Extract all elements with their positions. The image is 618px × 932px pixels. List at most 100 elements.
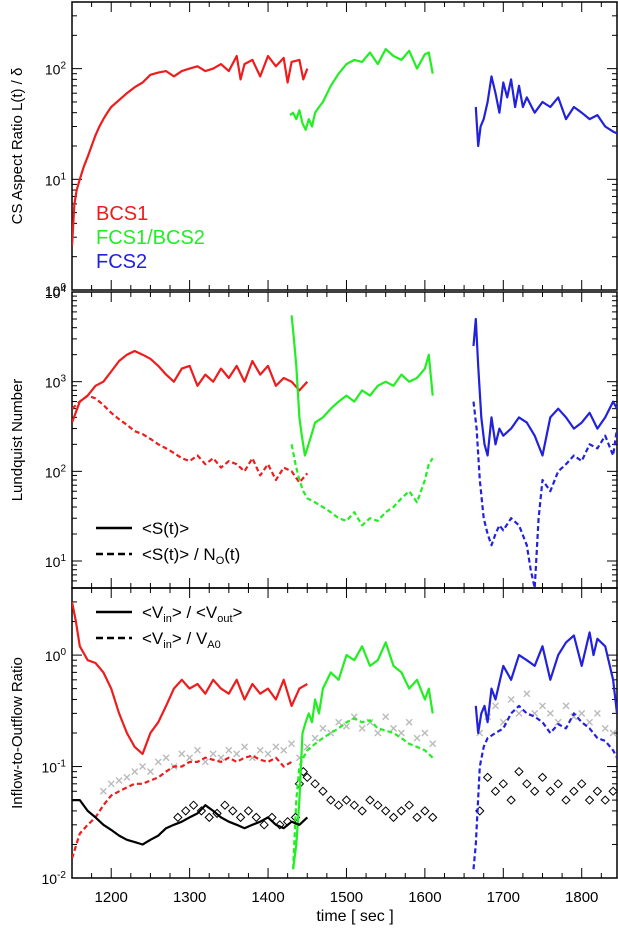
data-point <box>154 758 162 766</box>
series-line <box>292 717 434 870</box>
y-tick-label: 102 <box>45 61 67 78</box>
y-tick-label: 103 <box>45 374 67 391</box>
data-point <box>188 800 199 810</box>
data-point <box>243 806 254 816</box>
y-axis-label: Lundquist Number <box>9 379 26 502</box>
data-point <box>388 812 399 823</box>
data-point <box>357 806 367 816</box>
data-point <box>228 806 238 816</box>
series-line <box>72 394 309 484</box>
data-point <box>562 702 570 710</box>
legend-entry: FCS1/BCS2 <box>96 227 205 249</box>
data-point <box>584 795 595 805</box>
y-tick-label: 10-1 <box>42 759 67 776</box>
series-line <box>472 317 617 457</box>
y-tick-label: 101 <box>45 553 67 570</box>
data-point <box>529 786 540 796</box>
legend-label: <Vin> / VA0 <box>142 629 221 651</box>
data-point <box>123 773 131 781</box>
y-tick-label: 104 <box>45 284 67 301</box>
series-line <box>290 444 434 527</box>
data-point <box>586 718 594 726</box>
data-point <box>251 812 261 823</box>
data-point <box>178 750 186 758</box>
series-line <box>72 601 308 756</box>
series-line <box>474 75 617 148</box>
data-point <box>146 768 154 776</box>
y-tick-label: 102 <box>45 463 67 480</box>
data-point <box>413 734 421 742</box>
data-point <box>514 766 524 777</box>
data-point <box>335 718 343 726</box>
y-tick-label: 101 <box>45 171 67 188</box>
data-point <box>204 812 214 823</box>
data-point <box>358 724 366 732</box>
series-line <box>72 349 309 423</box>
data-point <box>380 806 391 816</box>
data-point <box>412 812 422 823</box>
data-point <box>280 746 288 754</box>
data-point <box>396 806 407 816</box>
series-line <box>289 47 434 131</box>
data-point <box>193 746 201 754</box>
data-point <box>288 740 296 748</box>
data-point <box>390 724 398 732</box>
series-line <box>474 631 617 735</box>
data-point <box>131 768 139 776</box>
data-point <box>601 724 609 732</box>
x-axis-label: time [ sec ] <box>316 908 393 925</box>
data-point <box>333 800 344 810</box>
x-tick-label: 1800 <box>565 889 598 906</box>
data-point <box>256 746 264 754</box>
series-line <box>290 315 434 457</box>
data-point <box>241 743 249 751</box>
data-point <box>593 709 601 717</box>
data-point <box>209 750 217 758</box>
data-point <box>225 746 233 754</box>
series-line <box>72 54 309 247</box>
data-point <box>107 780 115 788</box>
data-point <box>420 806 430 816</box>
data-point <box>491 702 499 710</box>
series-line <box>72 754 293 859</box>
data-point <box>490 786 501 796</box>
data-point <box>217 754 225 762</box>
legend-entry: FCS2 <box>96 251 147 273</box>
data-point <box>341 795 352 805</box>
data-point <box>545 786 556 796</box>
data-point <box>397 729 405 737</box>
data-point <box>561 795 571 805</box>
x-tick-label: 1500 <box>330 889 363 906</box>
data-point <box>539 702 546 710</box>
data-point <box>319 724 327 732</box>
data-point <box>523 690 531 698</box>
legend-entry: BCS1 <box>96 203 148 225</box>
data-point <box>506 795 516 805</box>
data-point <box>173 812 183 823</box>
data-point <box>569 786 579 796</box>
data-point <box>349 800 360 810</box>
y-tick-label: 100 <box>45 282 67 299</box>
data-point <box>373 800 383 810</box>
legend-label: <S(t)> <box>142 519 189 538</box>
data-point <box>186 754 194 762</box>
data-point <box>578 709 586 717</box>
y-tick-label: 10-2 <box>42 870 67 887</box>
y-axis-label: Inflow-to-Outflow Ratio <box>9 657 26 809</box>
plot-data <box>72 47 617 247</box>
data-point <box>220 800 230 810</box>
data-point <box>592 786 603 796</box>
data-point <box>233 750 241 758</box>
data-point <box>264 750 272 758</box>
data-point <box>311 734 319 742</box>
data-point <box>405 718 413 726</box>
data-point <box>99 787 107 795</box>
data-point <box>429 740 437 748</box>
y-axis-label: CS Aspect Ratio L(t) / δ <box>9 68 26 225</box>
data-point <box>482 772 493 783</box>
data-point <box>404 800 414 810</box>
data-point <box>428 812 438 823</box>
data-point <box>235 812 246 823</box>
panel-lundquist-number: 101 102 103 104 Lundquist Number <S(t)> <S(t)>… <box>9 284 618 589</box>
data-point <box>272 743 280 751</box>
